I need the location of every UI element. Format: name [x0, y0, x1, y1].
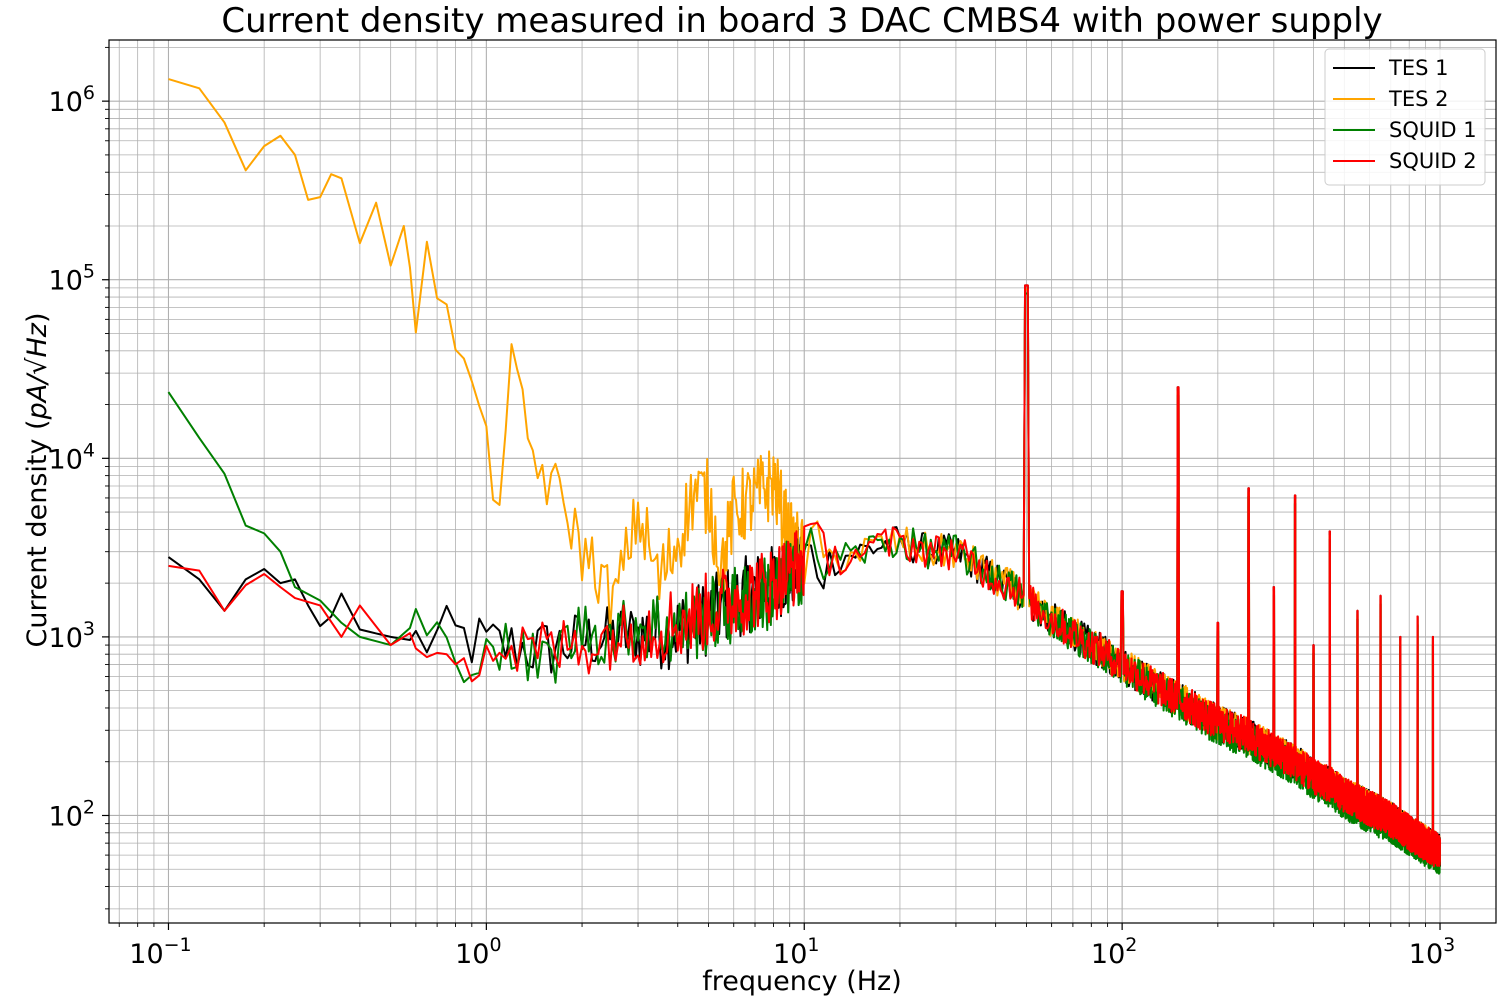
x-tick-label: 101: [773, 934, 819, 970]
tick-label-base: 10: [49, 87, 83, 118]
y-axis-label-prefix: Current density (: [22, 419, 53, 647]
tick-label-base: 10: [49, 801, 83, 832]
tick-label-exponent: 1: [807, 934, 819, 956]
tick-label-base: 10: [49, 623, 83, 654]
y-tick-label: 104: [49, 439, 95, 475]
y-axis-label-suffix: ): [22, 312, 53, 323]
series-layer: [167, 78, 1442, 875]
y-tick-label: 103: [49, 618, 95, 654]
y-tick-label: 106: [49, 82, 95, 118]
tick-label-exponent: 4: [83, 439, 95, 461]
x-tick-label: 102: [1091, 934, 1137, 970]
legend-label: TES 2: [1388, 87, 1448, 111]
y-tick-label: 102: [49, 796, 95, 832]
x-tick-label: 100: [455, 934, 501, 970]
legend-label: SQUID 2: [1389, 149, 1477, 173]
chart-title: Current density measured in board 3 DAC …: [221, 1, 1382, 41]
x-tick-label: 103: [1409, 934, 1455, 970]
tick-label-base: 10: [773, 939, 807, 970]
tick-label-exponent: 3: [1443, 934, 1455, 956]
plot-frame: [108, 39, 1497, 924]
legend-label: SQUID 1: [1389, 118, 1477, 142]
tick-label-exponent: 3: [83, 618, 95, 640]
legend-box: [1324, 48, 1486, 186]
y-axis-label-unit: pA/√Hz: [22, 322, 53, 420]
tick-label-exponent: 5: [83, 261, 95, 283]
tick-label-base: 10: [1409, 939, 1443, 970]
y-axis-label: Current density (pA/√Hz): [22, 312, 53, 647]
grid: [109, 40, 1496, 923]
legend: TES 1 TES 2 SQUID 1 SQUID 2: [1324, 48, 1486, 186]
y-tick-label: 105: [49, 261, 95, 297]
x-axis-label: frequency (Hz): [702, 966, 902, 997]
tick-label-exponent: 0: [489, 934, 501, 956]
tick-label-exponent: 2: [1125, 934, 1137, 956]
tick-label-base: 10: [455, 939, 489, 970]
tick-label-exponent: −1: [164, 934, 192, 956]
series-line-squid-2: [168, 284, 1442, 868]
tick-label-base: 10: [49, 266, 83, 297]
legend-label: TES 1: [1388, 56, 1448, 80]
tick-label-exponent: 2: [83, 796, 95, 818]
tick-label-exponent: 6: [83, 82, 95, 104]
tick-label-base: 10: [1091, 939, 1125, 970]
tick-label-base: 10: [49, 444, 83, 475]
x-tick-label: 10−1: [129, 934, 191, 970]
tick-label-base: 10: [129, 939, 163, 970]
